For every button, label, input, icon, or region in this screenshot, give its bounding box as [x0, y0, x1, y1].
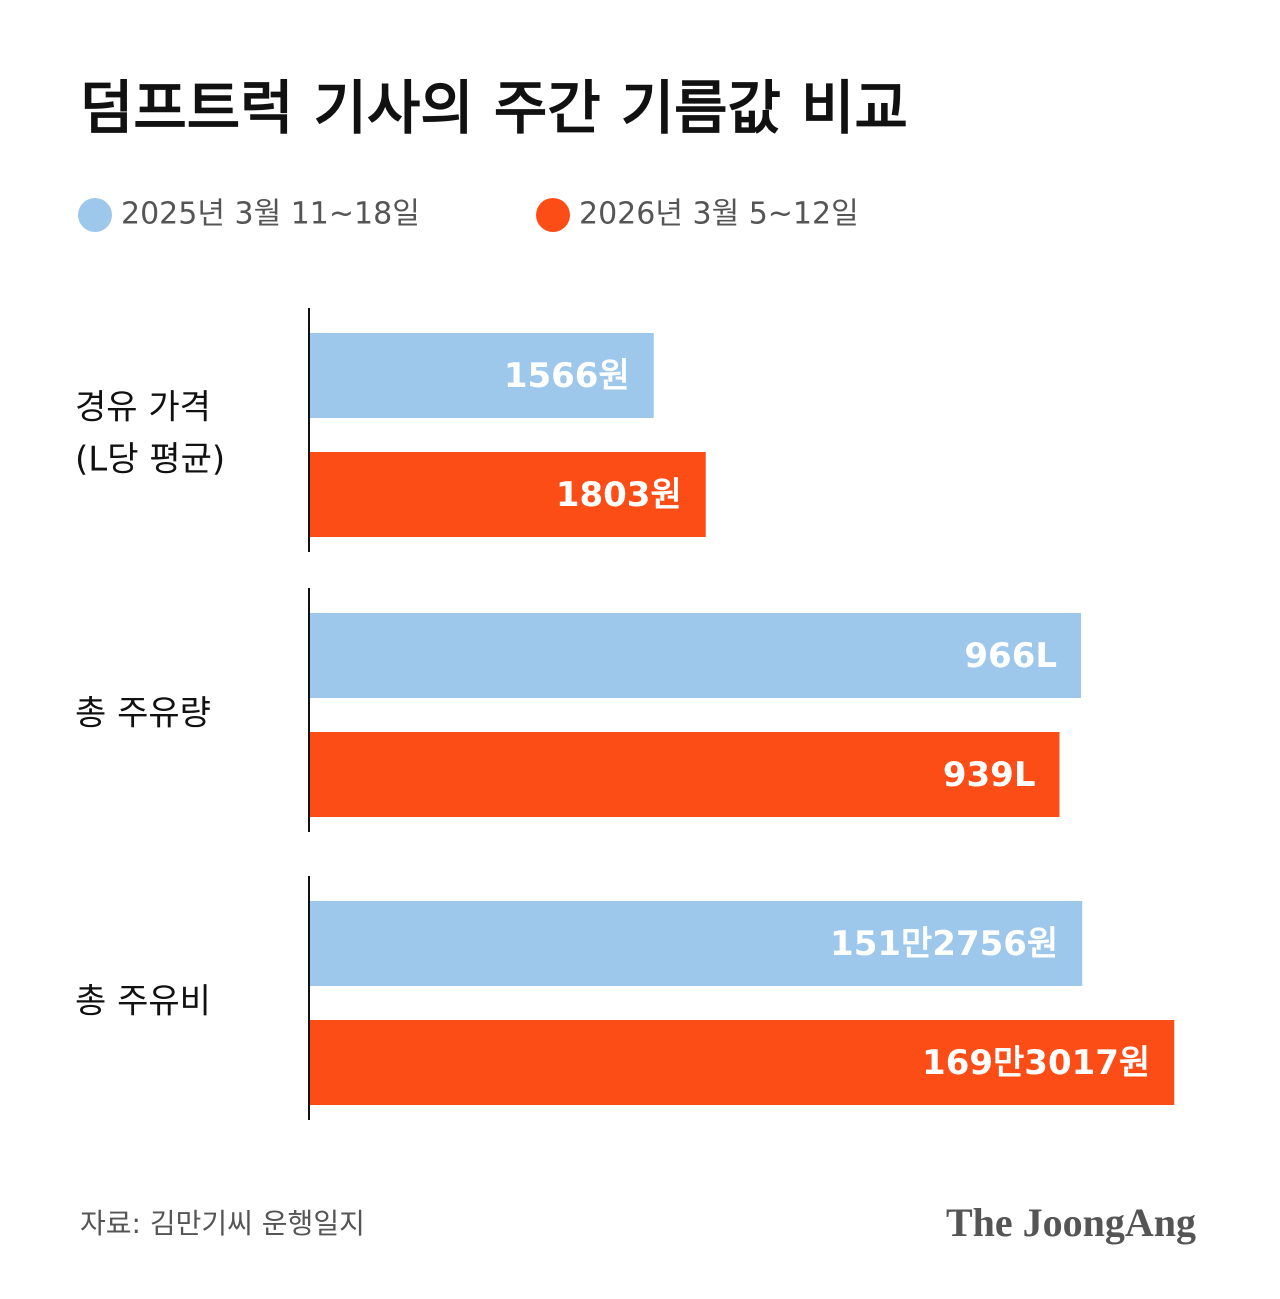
- bar: [310, 452, 706, 537]
- bar: [310, 732, 1060, 817]
- bar: [310, 333, 654, 418]
- legend-label: 2025년 3월 11~18일: [121, 197, 420, 232]
- bar: [310, 1020, 1175, 1105]
- bar: [310, 613, 1082, 698]
- category-label: 총 주유량: [75, 694, 211, 734]
- value-label: 151만2756원: [830, 924, 1058, 964]
- legend-label: 2026년 3월 5~12일: [579, 197, 859, 232]
- category-label: (L당 평균): [75, 440, 225, 480]
- chart-title: 덤프트럭 기사의 주간 기름값 비교: [80, 74, 908, 142]
- value-label: 939L: [943, 755, 1036, 795]
- category-label: 경유 가격: [75, 388, 211, 428]
- legend-swatch: [78, 198, 112, 232]
- value-label: 1566원: [504, 356, 630, 396]
- value-label: 169만3017원: [922, 1043, 1150, 1083]
- logo: The JoongAng: [946, 1200, 1196, 1245]
- source: 자료: 김만기씨 운행일지: [80, 1207, 365, 1240]
- category-label: 총 주유비: [75, 982, 211, 1022]
- bar: [310, 901, 1083, 986]
- value-label: 1803원: [556, 475, 682, 515]
- value-label: 966L: [964, 636, 1057, 676]
- legend-swatch: [536, 198, 570, 232]
